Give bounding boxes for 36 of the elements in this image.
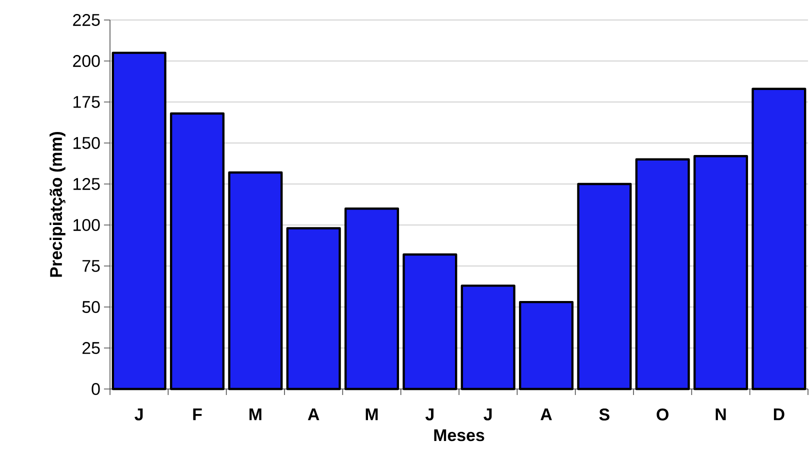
bar (228, 171, 283, 390)
x-tick-label: J (425, 408, 434, 420)
y-tick-label: 225 (73, 14, 100, 26)
y-tick-label: 0 (92, 383, 100, 395)
y-tick-label: 100 (74, 219, 100, 231)
x-tick-label: M (366, 408, 378, 420)
bar (752, 88, 806, 390)
bar (402, 253, 458, 390)
x-tick-label: S (599, 408, 610, 421)
bar (460, 284, 516, 390)
x-tick-label: A (308, 408, 320, 420)
bar (693, 155, 748, 390)
y-axis-title: Precipiatção (mm) (50, 132, 66, 277)
y-tick-label: 175 (74, 96, 100, 108)
x-tick-label: A (540, 408, 552, 420)
y-tick-label: 150 (74, 137, 100, 149)
x-axis-title: Meses (434, 429, 484, 442)
bar (635, 158, 690, 390)
x-tick-label: M (250, 408, 262, 420)
bar (286, 227, 341, 390)
x-tick-label: J (134, 408, 143, 420)
x-tick-label: J (484, 408, 492, 420)
y-tick-label: 25 (82, 342, 100, 354)
y-tick-label: 75 (82, 260, 100, 272)
x-tick-label: O (656, 408, 668, 421)
y-tick-label: 200 (73, 55, 100, 67)
bar (112, 52, 166, 390)
bar (344, 208, 400, 390)
y-tick-label: 50 (82, 301, 100, 313)
bar (577, 182, 632, 390)
x-tick-label: D (774, 408, 784, 420)
y-tick-label: 125 (74, 178, 100, 190)
x-tick-label: N (716, 408, 726, 420)
bar (170, 112, 225, 390)
bar (518, 300, 574, 390)
x-tick-label: F (193, 408, 202, 420)
